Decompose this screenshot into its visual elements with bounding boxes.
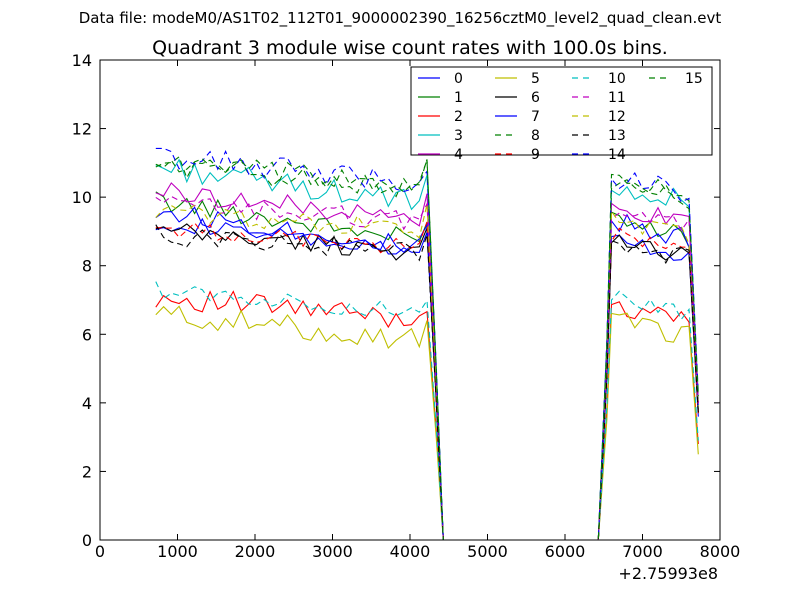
legend-label-6: 6 — [531, 90, 540, 106]
chart-title: Quadrant 3 module wise count rates with … — [152, 37, 668, 59]
legend-label-7: 7 — [531, 109, 540, 125]
legend-label-0: 0 — [454, 71, 463, 87]
series-line-11 — [155, 195, 699, 541]
series-line-1 — [155, 191, 699, 541]
series-line-3 — [155, 158, 699, 541]
legend-label-14: 14 — [608, 147, 626, 163]
series-line-6 — [155, 223, 699, 541]
x-offset-label: +2.75993e8 — [618, 564, 718, 583]
x-tick-label: 7000 — [622, 542, 663, 561]
legend-label-2: 2 — [454, 109, 463, 125]
legend-label-13: 13 — [608, 128, 626, 144]
series-line-14 — [155, 147, 699, 541]
y-tick-label: 4 — [82, 394, 92, 413]
legend-label-12: 12 — [608, 109, 626, 125]
legend-label-3: 3 — [454, 128, 463, 144]
series-line-15 — [155, 158, 699, 541]
y-tick-label: 2 — [82, 462, 92, 481]
y-tick-label: 6 — [82, 325, 92, 344]
y-tick-label: 12 — [72, 120, 92, 139]
legend-label-1: 1 — [454, 90, 463, 106]
series-lines — [155, 147, 699, 541]
series-line-7 — [155, 206, 699, 541]
data-file-label: Data file: modeM0/AS1T02_112T01_90000023… — [79, 9, 722, 28]
y-tick-label: 14 — [72, 51, 92, 70]
legend-label-15: 15 — [685, 71, 703, 87]
legend-box — [410, 66, 713, 156]
series-line-12 — [155, 204, 699, 541]
series-line-4 — [155, 182, 699, 541]
x-tick-label: 2000 — [235, 542, 276, 561]
series-line-5 — [155, 305, 699, 541]
y-tick-label: 10 — [72, 188, 92, 207]
series-line-13 — [155, 224, 699, 541]
y-tick-label: 8 — [82, 257, 92, 276]
legend-label-8: 8 — [531, 128, 540, 144]
series-line-0 — [155, 217, 699, 541]
x-tick-label: 0 — [95, 542, 105, 561]
series-line-10 — [155, 281, 699, 541]
x-tick-label: 1000 — [157, 542, 198, 561]
series-line-9 — [155, 221, 699, 541]
legend-label-5: 5 — [531, 71, 540, 87]
legend-label-9: 9 — [531, 147, 540, 163]
legend-label-10: 10 — [608, 71, 626, 87]
x-tick-label: 5000 — [467, 542, 508, 561]
x-tick-label: 8000 — [700, 542, 741, 561]
x-tick-label: 6000 — [545, 542, 586, 561]
legend-label-4: 4 — [454, 147, 463, 163]
axis-ticks: 0 1000 2000 3000 4000 5000 6000 7000 80000246810… — [72, 51, 741, 561]
x-tick-label: 3000 — [312, 542, 353, 561]
series-line-2 — [155, 290, 699, 541]
legend-label-11: 11 — [608, 90, 626, 106]
y-tick-label: 0 — [82, 531, 92, 550]
x-tick-label: 4000 — [390, 542, 431, 561]
